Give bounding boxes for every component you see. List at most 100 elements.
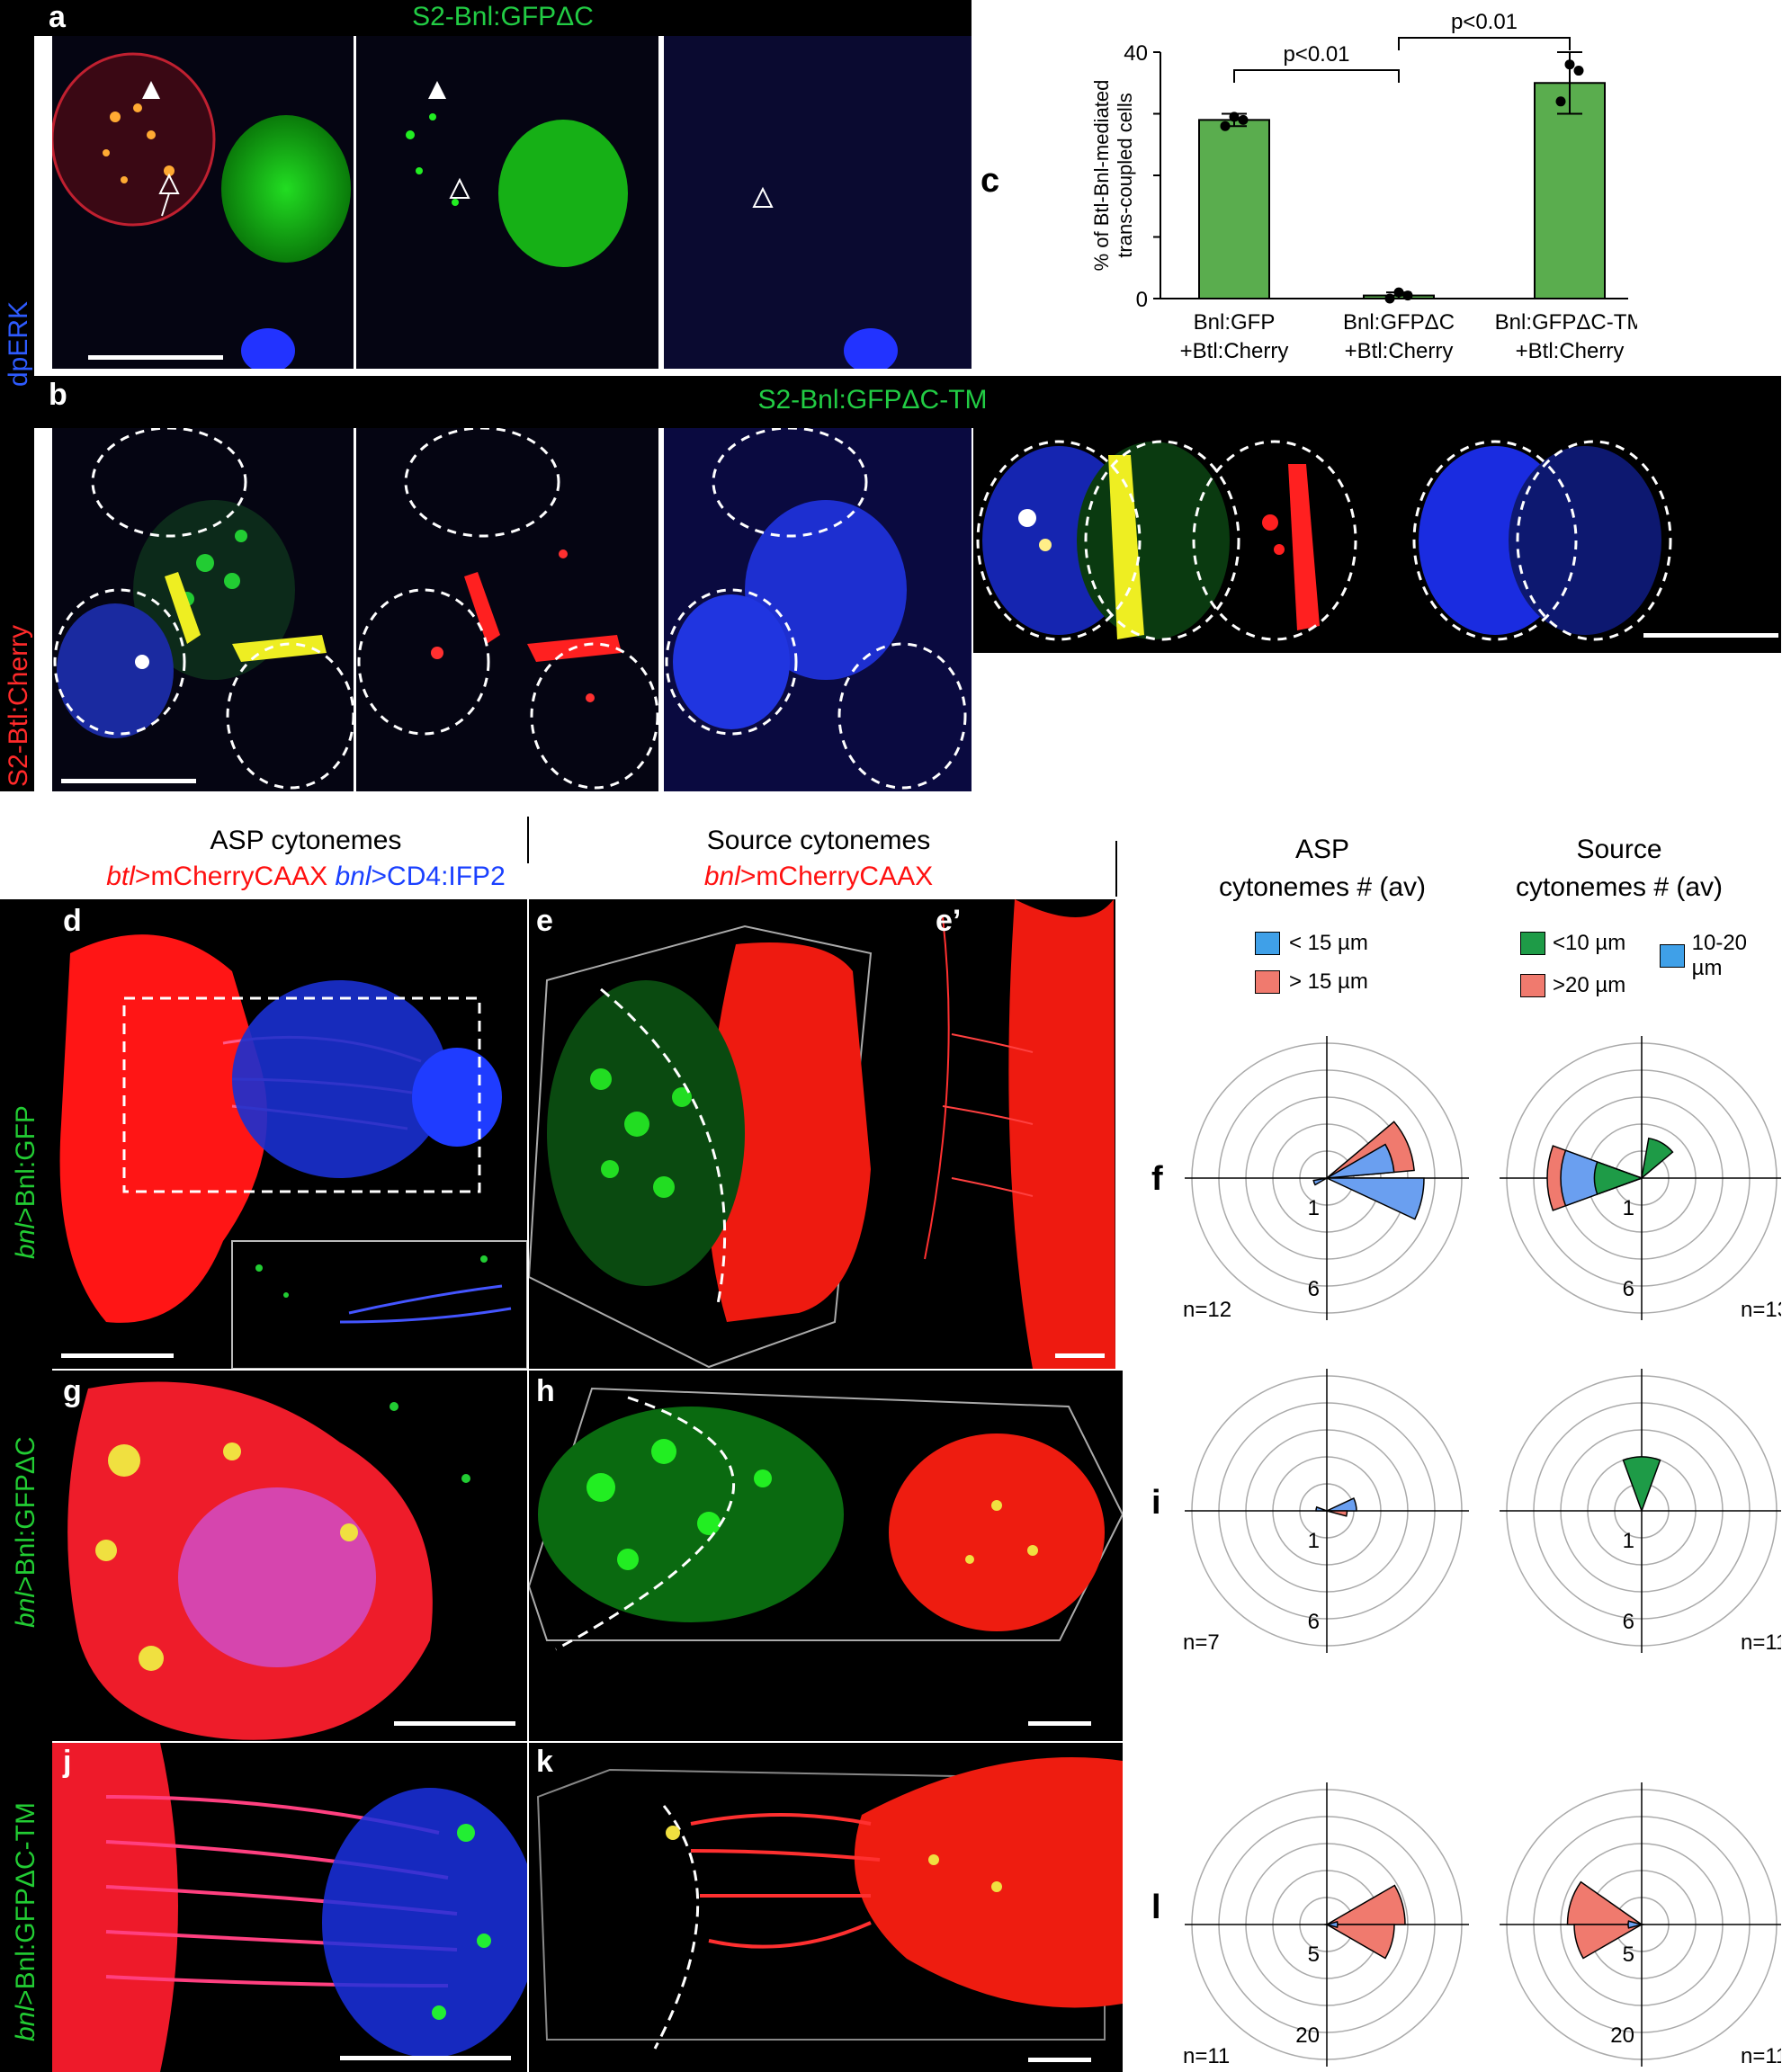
divider-2 bbox=[1115, 841, 1117, 897]
panel-b3 bbox=[664, 428, 972, 791]
panel-b1 bbox=[52, 428, 354, 791]
polar-wedge-2 bbox=[1324, 1920, 1339, 1929]
micrograph-e bbox=[529, 899, 1115, 1369]
polar-asp-title-1: ASP bbox=[1294, 835, 1350, 864]
comparison-bracket-1 bbox=[1398, 37, 1571, 50]
row-label-d: bnl>Bnl:GFP bbox=[11, 1105, 40, 1259]
asp-legend-swatch-2 bbox=[1255, 970, 1280, 994]
data-point-2-2 bbox=[1564, 59, 1575, 70]
panel-label-d: d bbox=[63, 904, 82, 938]
comparison-bracket-0 bbox=[1233, 69, 1400, 83]
panel-a2 bbox=[356, 36, 658, 369]
micrograph-b2 bbox=[357, 428, 658, 790]
micrograph-g bbox=[67, 1381, 515, 1740]
panel-j bbox=[52, 1743, 527, 2072]
panel-b2 bbox=[356, 428, 658, 791]
data-point-0-2 bbox=[1229, 112, 1240, 122]
row-label-strip bbox=[0, 899, 52, 2072]
title-bar-a bbox=[34, 0, 972, 36]
polar-wedge-3 bbox=[1312, 1177, 1328, 1186]
panel-d bbox=[52, 899, 527, 1369]
panel-label-b: b bbox=[49, 378, 67, 412]
polar-asp-title-2: cytonemes # (av) bbox=[1218, 872, 1427, 902]
asp-legend-label-1: < 15 µm bbox=[1289, 931, 1368, 955]
row-label-g: bnl>Bnl:GFPΔC bbox=[11, 1436, 40, 1628]
asp-sub2: >CD4:IFP2 bbox=[371, 862, 506, 891]
micrograph-b-right bbox=[976, 440, 1778, 641]
polar-outer-label: 20 bbox=[1295, 2023, 1320, 2048]
polar-outer-label: 6 bbox=[1623, 1610, 1634, 1634]
polar-n-label: n=11 bbox=[1183, 2044, 1230, 2068]
micrograph-b3 bbox=[665, 428, 967, 790]
polar-row_i-asp: 1 6 n=7 bbox=[1183, 1369, 1469, 1655]
src-legend-label-2: 10-20 µm bbox=[1691, 931, 1748, 980]
y-tick-label-1: 40 bbox=[1124, 41, 1148, 66]
polar-outer-label: 6 bbox=[1308, 1277, 1320, 1301]
micrograph-a3 bbox=[752, 186, 898, 369]
polar-outer-label: 20 bbox=[1610, 2023, 1634, 2048]
asp-sub2-em: bnl bbox=[335, 862, 372, 891]
panel-label-e-prime: e’ bbox=[936, 904, 962, 938]
micrograph-d bbox=[59, 934, 527, 1369]
panel-e bbox=[529, 899, 1115, 1369]
panel-k bbox=[529, 1743, 1123, 2072]
polar-n-label: n=11 bbox=[1741, 1630, 1781, 1655]
divider-1 bbox=[527, 817, 529, 863]
title-a: S2-Bnl:GFPΔC bbox=[412, 2, 594, 31]
y-axis-label-2: trans-coupled cells bbox=[1114, 93, 1136, 257]
asp-sub1: >mCherryCAAX bbox=[134, 862, 328, 891]
polar-inner-label: 1 bbox=[1308, 1196, 1320, 1220]
section-title-asp: ASP cytonemes bbox=[210, 826, 402, 855]
src-legend-label-1: <10 µm bbox=[1553, 931, 1626, 955]
section-title-source: Source cytonemes bbox=[706, 826, 931, 855]
polar-wedge-0 bbox=[1326, 1497, 1357, 1512]
micrograph-b1 bbox=[53, 428, 354, 790]
panel-label-a: a bbox=[49, 0, 66, 34]
src-legend-2: 10-20 µm bbox=[1660, 931, 1782, 981]
polar-outer-label: 6 bbox=[1308, 1610, 1320, 1634]
polar-wedge-0 bbox=[1566, 1880, 1644, 1925]
panel-label-f: f bbox=[1151, 1160, 1163, 1198]
panel-a1 bbox=[52, 36, 354, 369]
polar-row_i-src: 1 6 n=11 bbox=[1500, 1369, 1781, 1655]
source-sub: >mCherryCAAX bbox=[739, 862, 934, 891]
polar-wedge-2 bbox=[1315, 1505, 1328, 1512]
side-label-blue: dpERK bbox=[4, 300, 33, 387]
polar-row_l-asp: 5 20 n=11 bbox=[1183, 1782, 1469, 2068]
src-legend-swatch-1 bbox=[1520, 932, 1545, 955]
section-subtitle-source: bnl>mCherryCAAX bbox=[594, 862, 1043, 892]
polar-src-title-1: Source bbox=[1576, 835, 1662, 864]
panel-h bbox=[529, 1371, 1123, 1741]
bar-chart-c: 0 40 % of Btl-Bnl-mediated trans-coupled ce… bbox=[1090, 10, 1637, 363]
panel-label-g: g bbox=[63, 1374, 82, 1408]
panel-label-k: k bbox=[536, 1745, 553, 1779]
asp-legend-1: < 15 µm bbox=[1255, 931, 1368, 956]
polar-wedge-1 bbox=[1326, 1510, 1348, 1517]
panel-label-l: l bbox=[1151, 1889, 1161, 1926]
polar-outer-label: 6 bbox=[1623, 1277, 1634, 1301]
scalebar-a bbox=[88, 355, 223, 360]
category-label-2-1: +Btl:Cherry bbox=[1516, 339, 1625, 363]
data-point-1-1 bbox=[1402, 290, 1413, 301]
src-legend-1: <10 µm bbox=[1520, 931, 1625, 956]
asp-sub1-em: btl bbox=[106, 862, 135, 891]
polar-wedge-1 bbox=[1324, 1924, 1395, 1960]
bar-0 bbox=[1198, 119, 1270, 299]
polar-src-title-2: cytonemes # (av) bbox=[1515, 872, 1724, 902]
data-point-0-0 bbox=[1220, 121, 1231, 131]
bar-2 bbox=[1534, 82, 1606, 299]
category-label-2-0: Bnl:GFPΔC-TM bbox=[1495, 310, 1637, 335]
polar-wedge-0 bbox=[1622, 1456, 1661, 1514]
side-label-bar bbox=[0, 0, 34, 791]
micrograph-j bbox=[52, 1743, 527, 2072]
data-point-2-0 bbox=[1555, 96, 1566, 107]
src-legend-swatch-2 bbox=[1660, 944, 1685, 968]
comparison-label-0: p<0.01 bbox=[1283, 42, 1349, 67]
panel-a3 bbox=[664, 36, 972, 369]
data-point-1-0 bbox=[1384, 293, 1395, 304]
source-sub-em: bnl bbox=[703, 862, 740, 891]
data-point-2-1 bbox=[1573, 66, 1584, 76]
polar-inner-label: 5 bbox=[1308, 1942, 1320, 1967]
polar-inner-label: 1 bbox=[1623, 1529, 1634, 1553]
scalebar-d bbox=[61, 1353, 174, 1358]
